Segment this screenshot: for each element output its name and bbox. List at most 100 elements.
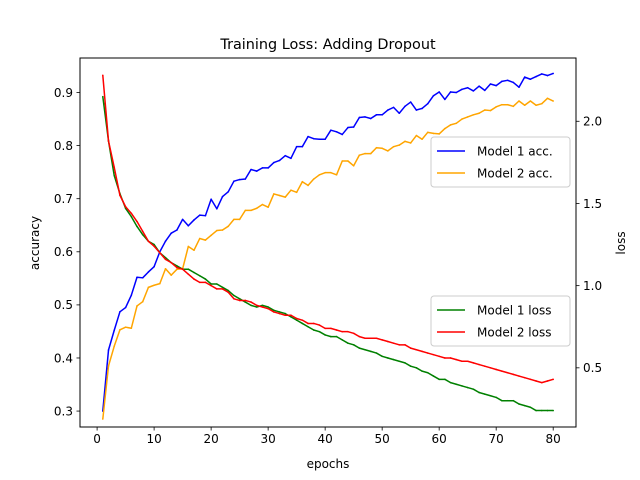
data-point [523,76,526,78]
data-point [461,118,463,120]
right-y-axis-ticks: 0.5 1.0 1.5 2.0 [576,115,602,375]
data-point [398,112,401,115]
series-line [102,72,554,412]
data-point [255,207,258,210]
legend-label: Model 1 acc. [477,145,553,159]
data-point [273,193,275,195]
data-point [341,160,344,162]
data-point [250,304,252,307]
data-point [546,97,549,100]
data-point [204,278,207,280]
data-point [489,109,492,112]
data-point [455,91,458,94]
data-point [238,178,241,181]
data-point [124,205,127,208]
data-point [529,406,532,409]
data-point [284,314,287,317]
data-point [301,319,304,321]
legend-accuracy: Model 1 acc. Model 2 acc. [430,136,571,188]
data-point [472,362,475,364]
data-point [472,114,475,116]
data-point [506,399,509,402]
data-point [426,102,429,105]
data-point [210,234,212,237]
data-point [284,154,287,157]
data-point [421,138,423,141]
plot-area-frame [79,57,577,428]
data-point [233,294,235,297]
data-point [255,304,258,307]
data-point [295,145,298,148]
data-point [198,281,201,284]
data-point [278,312,281,315]
data-point [136,220,138,223]
data-point [164,240,167,242]
data-point [273,311,275,313]
data-point [324,327,326,330]
data-point [535,75,537,78]
data-point [449,357,452,359]
data-point [136,276,138,279]
data-point [187,273,190,275]
data-point [147,286,150,289]
series-model-1-loss [102,95,554,412]
data-point [478,112,480,115]
data-point [141,233,144,236]
data-point [523,404,526,407]
data-point [455,383,458,386]
data-point [227,191,230,193]
data-point [392,358,395,361]
data-point [409,101,412,103]
data-point [227,291,230,294]
data-point [278,159,281,162]
data-point [227,225,230,228]
data-point [307,325,309,328]
data-point [147,271,150,273]
data-point [449,124,452,126]
data-point [295,317,298,320]
data-point [364,337,366,340]
x-tick-label: 80 [546,432,561,446]
series-model-2-loss [102,74,554,384]
data-point [141,300,144,303]
right-y-tick-label: 1.0 [583,279,602,293]
left-y-tick-label: 0.3 [54,404,73,418]
data-point [369,117,372,120]
data-point [238,218,241,221]
data-point [546,409,549,412]
data-point [216,229,218,232]
data-point [501,399,503,402]
data-point [261,203,264,206]
data-point [250,168,252,171]
data-point [552,378,554,381]
data-point [278,194,281,197]
data-point [301,180,304,183]
data-point [352,164,355,167]
data-point [358,116,361,119]
data-point [267,306,269,308]
data-point [483,89,486,92]
data-point [238,298,241,300]
data-point [495,84,497,87]
data-point [102,74,104,77]
data-point [255,170,258,172]
data-point [170,261,173,264]
data-point [141,277,144,279]
data-point [244,301,247,303]
data-point [529,78,532,81]
data-point [295,191,298,194]
x-tick-label: 20 [203,432,218,446]
chart-title: Training Loss: Adding Dropout [219,37,436,53]
data-point [312,178,315,180]
data-point [290,314,292,317]
data-point [341,339,344,341]
data-point [552,72,554,75]
data-point [449,381,452,384]
data-point [119,329,121,331]
data-point [147,240,150,243]
left-y-axis-ticks: 0.3 0.4 0.5 0.6 0.7 0.8 0.9 [54,86,80,418]
data-point [375,114,378,116]
data-point [307,135,309,138]
series-model-1-acc [102,72,554,412]
data-point [432,375,435,377]
